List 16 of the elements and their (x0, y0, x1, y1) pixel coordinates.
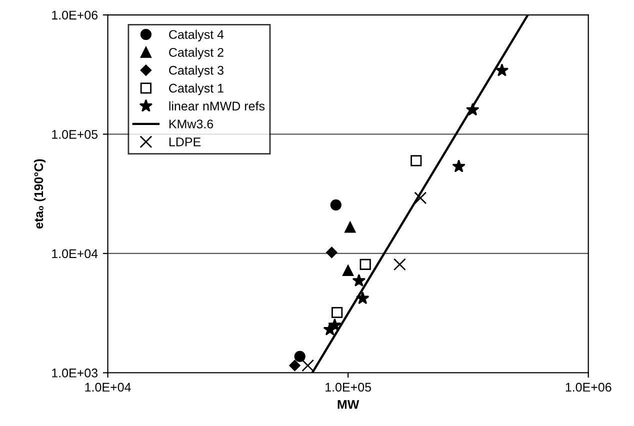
y-tick-label: 1.0E+04 (52, 249, 98, 258)
y-tick-label: 1.0E+06 (52, 10, 98, 20)
x-tick-label: 1.0E+04 (85, 382, 131, 392)
legend-label: Catalyst 1 (169, 83, 224, 96)
y-tick-label: 1.0E+05 (52, 130, 98, 139)
x-tick-label: 1.0E+06 (566, 382, 612, 392)
legend-label: KMw3.6 (169, 120, 214, 128)
x-axis-title: MW (338, 400, 360, 409)
legend-label: linear nMWD refs (169, 101, 265, 111)
y-axis-title: eta₀ (190°C) (34, 159, 46, 229)
y-tick-label: 1.0E+03 (52, 368, 98, 378)
legend-label: Catalyst 4 (169, 30, 224, 42)
legend-label: Catalyst 2 (169, 48, 224, 60)
legend-label: Catalyst 3 (169, 66, 224, 78)
legend-label: LDPE (169, 138, 201, 146)
x-tick-label: 1.0E+05 (326, 382, 371, 392)
